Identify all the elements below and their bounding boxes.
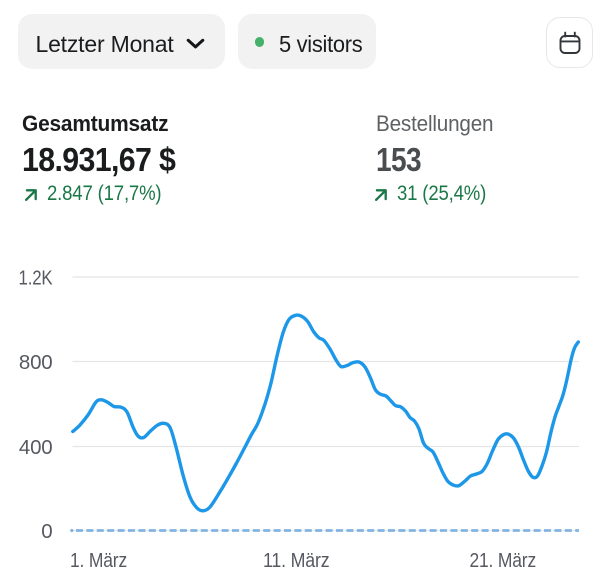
svg-text:400: 400 bbox=[19, 436, 53, 459]
svg-text:11. März: 11. März bbox=[263, 549, 330, 572]
svg-text:21. März: 21. März bbox=[470, 549, 537, 572]
svg-text:1.2K: 1.2K bbox=[19, 266, 53, 289]
svg-text:0: 0 bbox=[41, 520, 52, 543]
svg-text:1. März: 1. März bbox=[70, 549, 127, 572]
svg-text:800: 800 bbox=[19, 351, 53, 374]
